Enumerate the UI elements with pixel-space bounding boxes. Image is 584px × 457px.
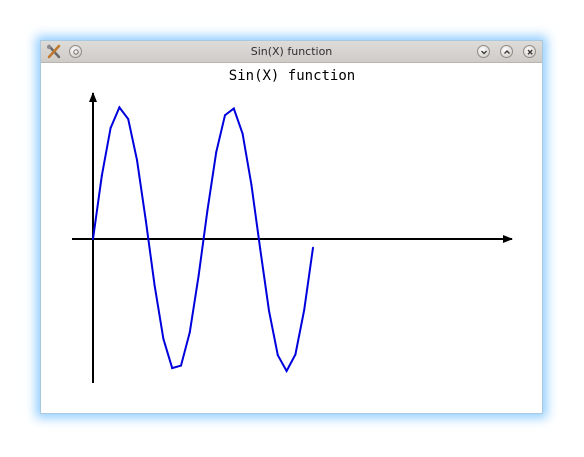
window-menu-button[interactable] <box>69 45 82 58</box>
chevron-down-icon <box>481 50 487 55</box>
data-point <box>153 284 156 287</box>
data-point <box>162 337 165 340</box>
sine-series-line <box>92 105 314 374</box>
data-point <box>171 367 174 370</box>
data-point <box>188 331 191 334</box>
data-point <box>259 247 262 250</box>
tools-icon[interactable] <box>46 44 62 60</box>
data-point <box>127 118 130 121</box>
circle-icon <box>73 49 79 55</box>
data-point <box>294 353 297 356</box>
data-point <box>224 114 226 117</box>
minimize-button[interactable] <box>477 45 490 58</box>
app-window: Sin(X) function Sin(X) function <box>40 40 543 414</box>
data-point <box>206 209 209 212</box>
data-point <box>250 183 253 186</box>
data-point <box>276 354 279 357</box>
data-point <box>118 106 121 109</box>
data-point <box>109 126 112 129</box>
data-point <box>303 308 306 311</box>
data-point <box>197 274 200 277</box>
window-title: Sin(X) function <box>250 45 333 58</box>
title-bar[interactable]: Sin(X) function <box>41 41 542 63</box>
data-point <box>241 132 244 135</box>
data-point <box>215 151 218 154</box>
data-point <box>312 246 314 249</box>
data-point <box>180 364 182 367</box>
maximize-button[interactable] <box>500 45 513 58</box>
data-point <box>268 309 270 312</box>
close-icon <box>527 49 533 55</box>
data-point <box>92 238 94 240</box>
sine-plot: Sin(X) function <box>72 68 513 383</box>
data-point <box>136 159 138 162</box>
data-point <box>232 107 235 110</box>
data-point <box>100 174 103 177</box>
chevron-up-icon <box>504 50 510 54</box>
close-button[interactable] <box>523 45 536 58</box>
data-point <box>144 219 147 222</box>
data-point <box>285 370 288 372</box>
plot-title: Sin(X) function <box>229 68 355 84</box>
